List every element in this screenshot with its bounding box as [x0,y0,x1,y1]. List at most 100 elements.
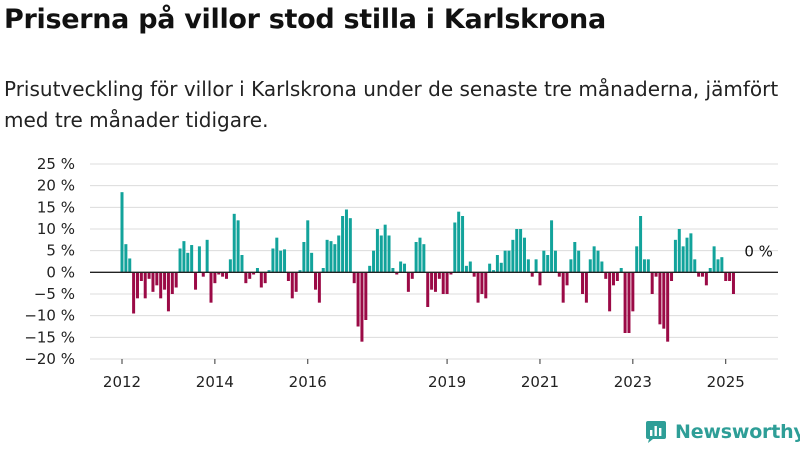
bar-negative [155,272,159,286]
bar-positive [646,259,650,273]
bar-positive [228,259,232,273]
bar-positive [182,241,186,273]
bar-negative [147,272,151,279]
bar-negative [406,272,410,292]
bar-negative [224,272,228,279]
bar-negative [170,272,174,294]
x-axis-ticks: 2012 2014 2016 2019 2021 2023 2025 [103,359,745,391]
bar-negative [159,272,163,299]
x-tick-label: 2019 [428,373,466,391]
bar-negative [557,272,561,277]
bar-positive [542,250,546,273]
bar-negative [565,272,569,286]
bar-negative [480,272,484,294]
bar-positive [267,270,271,273]
newsworthy-logo-icon [646,421,666,443]
bar-negative [174,272,178,288]
bar-positive [511,239,515,273]
bar-positive [120,192,124,273]
bar-positive [495,255,499,273]
bar-negative [530,272,534,277]
bar-positive [499,262,503,273]
bar-negative [584,272,588,303]
bar-negative [314,272,317,290]
bar-positive [712,246,716,273]
bar-negative [139,272,143,281]
bar-negative [364,272,368,320]
y-tick-label: 25 % [37,155,75,173]
bar-positive [573,242,577,273]
bar-positive [546,255,550,273]
bar-negative [670,272,674,281]
latest-value-annotation: 0 % [744,242,773,260]
bar-negative [433,272,437,292]
bar-negative [697,272,701,277]
bar-negative [658,272,662,325]
bar-positive [453,222,457,273]
bar-positive [534,259,538,273]
newsworthy-logo: Newsworthy [644,420,800,444]
newsworthy-logo-text: Newsworthy [675,421,800,443]
bar-negative [356,272,360,327]
bar-positive [422,244,426,273]
bar-positive [720,257,724,273]
bar-positive [635,246,639,273]
bar-negative [445,272,449,294]
bar-negative [143,272,147,299]
bar-positive [673,239,677,273]
bar-positive [298,270,302,273]
chart-subtitle: Prisutveckling för villor i Karlskrona u… [4,77,779,132]
bar-positive [399,261,403,273]
bar-positive [337,235,341,273]
bar-positive [197,246,201,273]
bar-chart: 25 % 20 % 15 % 10 % 5 % 0 % −5 % −10 % −15 % −20 … [24,155,778,391]
bar-negative [209,272,213,303]
bar-positive [375,229,379,273]
bar-negative [201,272,205,277]
bar-positive [596,250,600,273]
bar-negative [248,272,252,279]
x-tick-label: 2023 [614,373,652,391]
bar-negative [395,272,399,275]
bar-negative [484,272,488,299]
bar-positive [708,268,712,273]
bar-negative [724,272,728,281]
y-tick-label: 15 % [37,198,75,216]
bar-positive [592,246,596,273]
bar-positive [553,250,557,273]
bar-positive [329,241,333,273]
bar-positive [642,259,646,273]
bar-negative [623,272,627,333]
bar-negative [608,272,612,312]
bar-positive [271,248,275,273]
bar-negative [631,272,635,312]
bar-negative [221,272,225,277]
bar-positive [279,250,283,273]
bar-positive [379,235,383,273]
bar-negative [654,272,658,277]
y-tick-label: −5 % [34,285,75,303]
bar-negative [217,272,221,275]
bar-positive [515,229,519,273]
bar-positive [205,239,209,273]
bar-positive [387,235,391,273]
bar-negative [472,272,476,277]
bar-negative [731,272,735,294]
bar-positive [391,268,395,273]
y-tick-label: 5 % [46,242,75,260]
bar-negative [704,272,708,286]
bar-positive [344,209,348,273]
bar-positive [461,216,465,273]
bar-positive [693,259,697,273]
bar-negative [666,272,670,342]
bar-positive [681,246,685,273]
bar-negative [151,272,155,292]
bar-positive [190,245,194,273]
bar-negative [213,272,217,284]
bar-positive [178,248,182,273]
bar-negative [132,272,136,314]
bar-positive [468,261,472,273]
x-tick-label: 2025 [707,373,745,391]
bar-negative [352,272,356,284]
bar-negative [701,272,704,277]
